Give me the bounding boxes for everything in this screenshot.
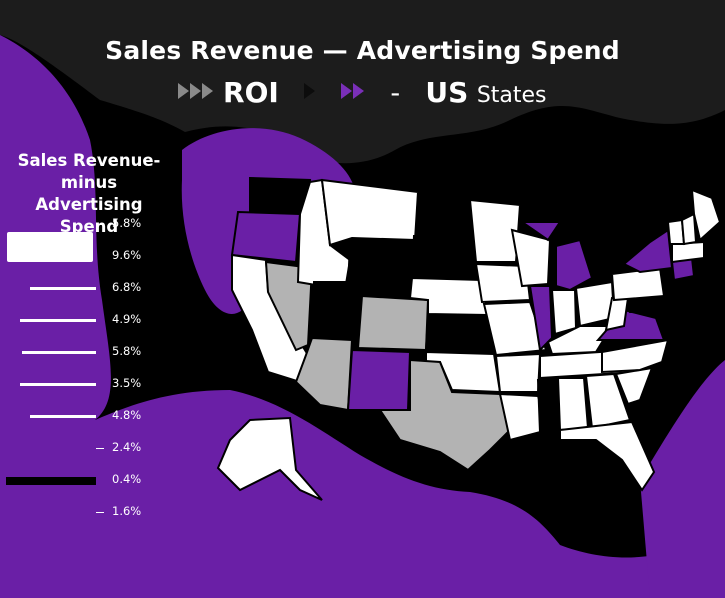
- legend-bar-black: [6, 477, 96, 485]
- legend-swatch-white: [7, 232, 93, 262]
- legend-row: 0.4%: [0, 470, 170, 490]
- legend-row: 4.8%: [0, 406, 170, 426]
- state-south-dakota[interactable]: [410, 234, 473, 280]
- state-florida[interactable]: [559, 420, 656, 492]
- legend-tick: [96, 512, 104, 513]
- state-illinois[interactable]: [528, 285, 554, 353]
- subtitle-us: US: [425, 76, 469, 109]
- dark-header-band: [0, 0, 725, 164]
- legend-row: 4.9%: [0, 310, 170, 330]
- state-alabama[interactable]: [556, 377, 590, 432]
- legend-label: 3.5%: [112, 376, 142, 390]
- legend-label: 1.6%: [112, 504, 142, 518]
- arrow-icon: [190, 83, 202, 99]
- page-title: Sales Revenue — Advertising Spend: [105, 36, 620, 65]
- state-colorado[interactable]: [356, 294, 430, 352]
- legend-bar: [30, 415, 96, 418]
- legend-bar: [22, 351, 96, 354]
- legend-row: 5.8%: [0, 342, 170, 362]
- legend-bar: [20, 383, 96, 386]
- subtitle-dash: -: [390, 78, 401, 109]
- legend-row: 6.8%: [0, 278, 170, 298]
- state-pennsylvania[interactable]: [610, 266, 666, 302]
- legend-row: 2.4%: [0, 438, 170, 458]
- state-minnesota[interactable]: [468, 198, 522, 263]
- legend-tick: [96, 448, 104, 449]
- arrow-icon: [178, 83, 190, 99]
- legend-label: 5.8%: [112, 216, 142, 230]
- legend-row: 3.5%: [0, 374, 170, 394]
- state-kansas[interactable]: [424, 314, 494, 354]
- state-missouri[interactable]: [482, 300, 548, 357]
- legend-label: 9.6%: [112, 248, 142, 262]
- legend-row: 9.6%: [0, 246, 170, 266]
- state-michigan-upper[interactable]: [518, 221, 562, 242]
- bottom-purple-blob: [0, 390, 725, 598]
- state-georgia[interactable]: [584, 372, 632, 430]
- page-subtitle: ROI - US States: [0, 76, 725, 109]
- state-indiana[interactable]: [550, 289, 578, 336]
- state-new-mexico[interactable]: [346, 348, 412, 411]
- left-purple-blob: [0, 35, 111, 420]
- legend-row: 5.8%: [0, 214, 170, 234]
- legend-bar: [20, 319, 96, 322]
- state-arkansas[interactable]: [494, 352, 542, 393]
- state-oregon[interactable]: [230, 210, 302, 264]
- legend-label: 0.4%: [112, 472, 142, 486]
- state-alaska[interactable]: [216, 416, 323, 501]
- legend-title-line1: Sales Revenue- minus: [17, 151, 161, 192]
- state-mississippi[interactable]: [536, 379, 560, 434]
- state-maine[interactable]: [690, 188, 722, 242]
- state-texas[interactable]: [378, 358, 512, 472]
- legend-bar: [30, 287, 96, 290]
- state-wyoming[interactable]: [346, 238, 414, 298]
- legend-label: 4.8%: [112, 408, 142, 422]
- state-new-hampshire[interactable]: [680, 212, 698, 246]
- state-wisconsin[interactable]: [510, 228, 552, 288]
- legend-title-line2: Advertising Spend: [35, 195, 143, 236]
- state-north-dakota[interactable]: [414, 194, 471, 238]
- state-north-carolina[interactable]: [601, 338, 670, 374]
- subtitle-states: States: [476, 83, 547, 108]
- subtitle-roi: ROI: [223, 76, 279, 109]
- legend-label: 5.8%: [112, 344, 142, 358]
- right-purple-blob: [640, 360, 725, 598]
- arrow-icon: [353, 83, 365, 99]
- legend-tick: [96, 224, 104, 225]
- legend-label: 2.4%: [112, 440, 142, 454]
- state-arizona[interactable]: [294, 336, 354, 412]
- state-iowa[interactable]: [474, 262, 532, 304]
- legend-title: Sales Revenue- minus Advertising Spend: [4, 150, 174, 238]
- state-michigan[interactable]: [555, 238, 594, 292]
- arrow-icon: [202, 83, 214, 99]
- legend-label: 6.8%: [112, 280, 142, 294]
- legend-label: 4.9%: [112, 312, 142, 326]
- state-montana[interactable]: [320, 178, 420, 247]
- arrow-icon: [341, 83, 353, 99]
- us-states: [216, 176, 722, 501]
- state-new-york[interactable]: [622, 228, 674, 274]
- legend-row: 1.6%: [0, 502, 170, 522]
- arrow-icon: [304, 83, 316, 99]
